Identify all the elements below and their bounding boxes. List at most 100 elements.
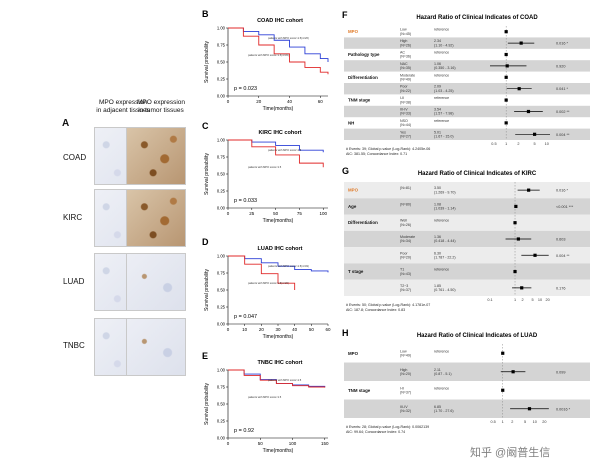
forest-x-tick-label: 20 [545,298,549,302]
y-tick-label: 0.75 [217,155,226,160]
hr-point [520,286,524,290]
row-level-label: NAC [400,62,408,66]
row-p-value: 0.603 [556,238,566,242]
row-level-label: (N=20) [400,255,411,259]
y-tick-label: 1.00 [217,26,226,31]
hr-point [532,132,537,136]
y-tick-label: 1.00 [217,254,226,259]
y-tick-label: 0.00 [217,206,226,211]
y-tick-label: 0.50 [217,288,226,293]
row-level-label: III-IV [400,405,408,409]
km-chart-b: B COAD IHC cohort 0.00 0.25 0.50 0.75 1.00 0 20 4… [202,9,329,112]
hr-point [519,41,523,45]
row-level-label: NSO [400,119,408,123]
x-tick-label: 100 [319,211,327,216]
row-hr-label: reference [434,268,449,272]
km-panel-c: C KIRC IHC cohort 0.00 0.25 0.50 0.75 1.00 0 25 5… [200,120,340,228]
km-chart-e: E TNBC IHC cohort 0.00 0.25 0.50 0.75 1.00 0 50 1… [202,351,329,454]
row-group-label: TNM stage [348,388,371,393]
y-tick-label: 0.50 [217,402,226,407]
row-label-coad: COAD [63,153,87,162]
row-level-label: Low [400,28,407,32]
row-hr-label: 2.34 [434,39,441,43]
row-hr-label: reference [434,51,449,55]
row-group-label: Differentiation [348,75,378,80]
x-tick-label: 0 [227,211,230,216]
row-label-kirc: KIRC [63,213,83,222]
forest-x-tick-label: 0.5 [491,142,496,146]
row-hr-label: 5.01 [434,130,441,134]
forest-x-tick-label: 0.5 [490,420,495,424]
y-tick-label: 1.00 [217,138,226,143]
km-panel-b: B COAD IHC cohort 0.00 0.25 0.50 0.75 1.00 0 20 4… [200,8,340,116]
row-level-label: (N=37) [400,288,411,292]
legend-blue-label: patients with MPO score>1.5 [268,148,302,152]
row-level-label: (N=36) [400,55,411,59]
x-tick-label: 20 [259,327,265,332]
hr-point [511,370,515,374]
hr-point-reference [504,30,508,34]
x-tick-label: 0 [227,441,230,446]
ihc-image-coad-tumor [126,127,186,185]
row-band [344,128,590,140]
y-tick-label: 0.00 [217,436,226,441]
row-p-value: <0.001 *** [556,205,574,209]
x-tick-label: 25 [249,211,255,216]
x-tick-label: 40 [287,99,293,104]
forest-x-tick-label: 1 [514,298,516,302]
y-tick-label: 0.25 [217,419,226,424]
row-hr-label: 6.30 [434,251,441,255]
row-level-label: AC [400,51,405,55]
row-label-tnbc: TNBC [63,341,85,350]
row-hr-label: (1.269 - 9.70) [434,190,456,194]
row-hr-label: reference [434,96,449,100]
y-axis-label: Survival probability [204,41,210,83]
row-hr-label: (0.761 - 4.50) [434,288,456,292]
x-tick-label: 10 [242,327,248,332]
row-level-label: (N=27) [400,135,411,139]
row-level-label: (N=32) [400,409,411,413]
row-hr-label: (1.10 - 4.92) [434,43,454,47]
row-hr-label: (0.350 - 3.16) [434,66,456,70]
y-tick-label: 0.25 [217,189,226,194]
row-band [344,279,590,296]
row-level-label: (N=26) [400,43,411,47]
p-value: p = 0.047 [234,314,257,320]
forest-x-tick-label: 10 [538,298,542,302]
legend-blue-label: patients with MPO score>1.5(n=26) [268,36,309,40]
forest-x-tick-label: 10 [545,142,549,146]
km-title: KIRC IHC cohort [258,130,301,136]
panel-letter: E [202,351,208,361]
row-band [344,60,590,72]
legend-blue-label: patients with MPO score>1.5 [268,378,302,382]
ihc-image-tnbc-tumor [126,318,186,376]
row-level-label: Low [400,349,407,353]
forest-panel-h: H Hazard Ratio of Clinical Indicates of L… [338,326,596,436]
forest-x-tick-label: 5 [533,142,535,146]
row-p-value: 0.004 ** [556,254,570,258]
row-hr-label: 3.50 [434,186,441,190]
row-group-label: MPO [348,29,359,34]
row-hr-label: (1.787 - 22.2) [434,255,456,259]
row-p-value: 0.176 [556,286,566,290]
row-hr-label: reference [434,119,449,123]
km-curve-low [228,255,296,290]
row-hr-label: 2.09 [434,85,441,89]
forest-chart-g: G Hazard Ratio of Clinical Indicates of K… [342,166,590,312]
y-axis-label: Survival probability [204,383,210,425]
hr-point-reference [513,269,517,274]
row-hr-label: 3.54 [434,108,441,112]
x-tick-label: 20 [256,99,262,104]
km-title: COAD IHC cohort [257,18,303,24]
x-axis-label: Time(months) [263,106,294,112]
row-level-label: Poor [400,251,408,255]
p-value: p = 0.023 [234,86,257,92]
row-group-label: MPO [348,351,359,356]
x-tick-label: 100 [289,441,297,446]
row-hr-label: reference [434,219,449,223]
panel-letter: D [202,237,209,247]
row-band [344,230,590,248]
row-level-label: (N=44) [400,123,411,127]
row-hr-label: reference [434,73,449,77]
row-hr-label: reference [434,386,449,390]
